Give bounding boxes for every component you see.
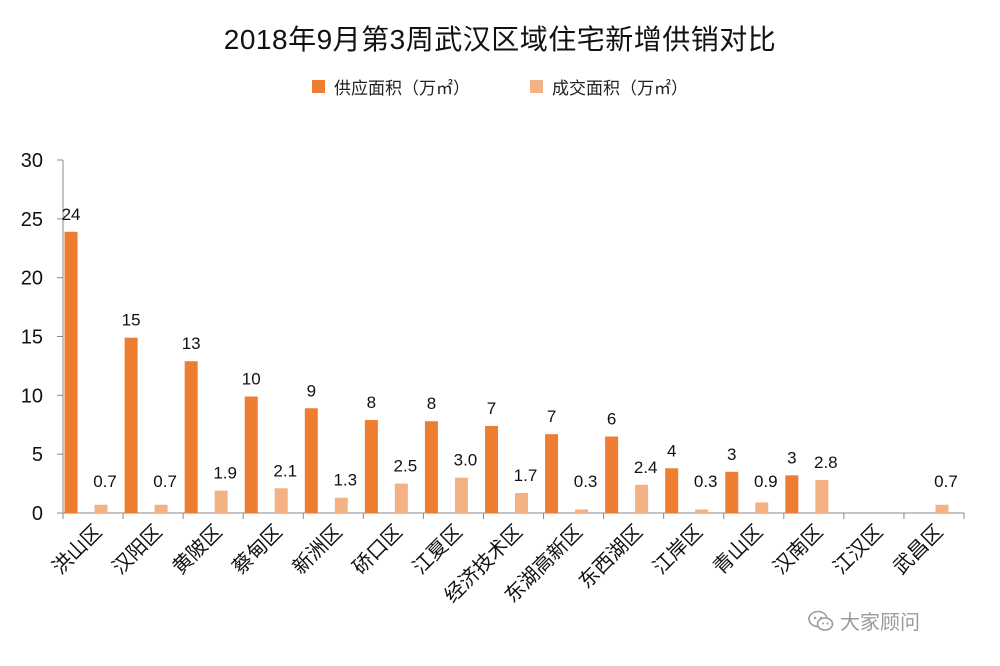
y-tick-label: 30: [21, 150, 43, 172]
chart-title: 2018年9月第3周武汉区域住宅新增供销对比: [223, 24, 777, 55]
data-label-deal-5: 2.5: [394, 457, 418, 476]
data-label-supply-4: 9: [307, 381, 316, 400]
data-label-deal-9: 2.4: [634, 458, 658, 477]
data-label-supply-6: 8: [427, 394, 436, 413]
y-tick-label: 25: [21, 209, 43, 231]
x-category-label-1: 汉阳区: [107, 520, 166, 579]
data-label-deal-3: 2.1: [273, 461, 297, 480]
bar-deal-3: [274, 488, 288, 513]
legend: 供应面积（万㎡） 成交面积（万㎡）: [0, 74, 1000, 99]
bar-deal-12: [815, 480, 829, 513]
data-label-deal-11: 0.9: [754, 472, 778, 491]
legend-label-deal: 成交面积（万㎡）: [552, 79, 688, 99]
bar-supply-1: [124, 337, 138, 513]
bar-supply-10: [665, 468, 679, 513]
bar-supply-5: [364, 420, 378, 513]
legend-label-supply: 供应面积（万㎡）: [334, 79, 470, 99]
bar-deal-10: [695, 509, 709, 513]
data-label-supply-2: 13: [182, 334, 201, 353]
y-tick-label: 15: [21, 327, 43, 349]
x-category-label-5: 硚口区: [348, 520, 407, 579]
legend-swatch-deal: [530, 80, 543, 93]
bar-supply-8: [545, 434, 559, 513]
data-label-supply-3: 10: [242, 370, 261, 389]
bar-deal-0: [94, 504, 108, 513]
y-tick-label: 5: [32, 444, 43, 466]
data-label-deal-0: 0.7: [93, 472, 117, 491]
bar-deal-11: [755, 502, 769, 513]
bar-deal-7: [515, 492, 528, 513]
bar-supply-12: [785, 475, 799, 513]
data-label-supply-5: 8: [367, 393, 376, 412]
data-label-deal-4: 1.3: [333, 471, 357, 490]
y-tick-label: 20: [21, 268, 43, 290]
bar-deal-14: [935, 504, 949, 513]
data-label-deal-14: 0.7: [934, 472, 958, 491]
bar-supply-4: [304, 408, 318, 513]
bar-supply-7: [485, 425, 498, 513]
legend-swatch-supply: [312, 80, 325, 93]
data-label-supply-1: 15: [122, 311, 141, 330]
x-category-label-11: 青山区: [708, 520, 767, 579]
x-category-label-0: 洪山区: [47, 520, 106, 579]
watermark-text: 大家顾问: [840, 610, 920, 634]
data-label-deal-12: 2.8: [814, 453, 838, 472]
bar-supply-2: [184, 361, 198, 513]
bar-supply-9: [605, 436, 619, 513]
data-label-deal-2: 1.9: [213, 464, 237, 483]
wechat-icon: [808, 610, 834, 631]
watermark: 大家顾问: [808, 606, 920, 635]
x-category-label-9: 东西湖区: [574, 520, 648, 594]
data-label-supply-11: 3: [727, 445, 736, 464]
x-category-label-13: 江汉区: [828, 520, 887, 579]
y-tick-label: 0: [32, 503, 43, 525]
data-label-supply-0: 24: [62, 205, 81, 224]
x-category-label-4: 新洲区: [287, 520, 346, 579]
data-label-deal-7: 1.7: [514, 466, 538, 485]
x-category-label-6: 江夏区: [408, 520, 467, 579]
x-category-label-12: 汉南区: [768, 520, 827, 579]
bar-deal-4: [334, 497, 348, 513]
bar-supply-11: [725, 471, 739, 513]
x-category-label-2: 黄陂区: [167, 520, 226, 579]
bar-deal-9: [635, 484, 649, 513]
bar-deal-2: [214, 490, 228, 513]
data-label-deal-10: 0.3: [694, 472, 718, 491]
x-category-label-10: 江岸区: [648, 520, 707, 579]
legend-item-supply: 供应面积（万㎡）: [312, 74, 470, 99]
data-label-deal-1: 0.7: [153, 472, 177, 491]
bar-deal-8: [575, 509, 589, 513]
y-tick-label: 10: [21, 385, 43, 407]
bar-supply-0: [64, 231, 78, 513]
bar-deal-6: [454, 477, 468, 513]
data-label-deal-8: 0.3: [574, 472, 598, 491]
bar-supply-3: [244, 396, 258, 513]
data-label-supply-8: 7: [547, 407, 556, 426]
bar-deal-5: [394, 483, 408, 513]
legend-item-deal: 成交面积（万㎡）: [530, 74, 688, 99]
x-category-label-3: 蔡甸区: [227, 520, 286, 579]
data-label-supply-7: 7: [487, 399, 496, 418]
x-category-label-14: 武昌区: [888, 520, 947, 579]
data-label-supply-9: 6: [607, 410, 616, 429]
data-label-deal-6: 3.0: [454, 451, 478, 470]
data-label-supply-10: 4: [667, 441, 676, 460]
data-label-supply-12: 3: [787, 448, 796, 467]
bar-deal-1: [154, 504, 168, 513]
bar-supply-6: [424, 421, 438, 513]
